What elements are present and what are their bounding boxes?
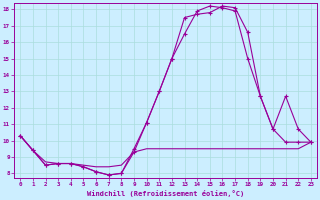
X-axis label: Windchill (Refroidissement éolien,°C): Windchill (Refroidissement éolien,°C) bbox=[87, 190, 244, 197]
